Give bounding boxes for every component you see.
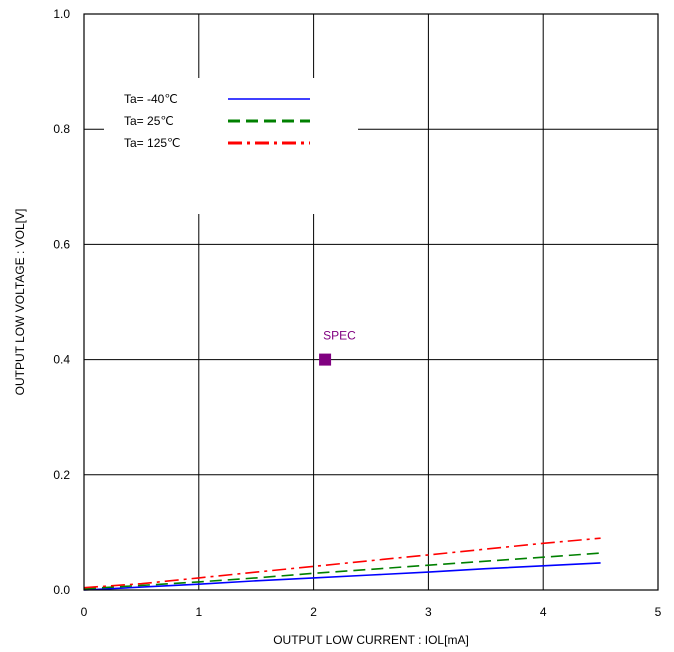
y-tick-labels: 0.0 0.2 0.4 0.6 0.8 1.0 — [53, 7, 70, 597]
y-tick-label: 0.0 — [53, 583, 70, 597]
legend-label-2: Ta= 125℃ — [124, 136, 181, 150]
x-tick-label: 0 — [81, 605, 88, 619]
legend-label-0: Ta= -40℃ — [124, 92, 178, 106]
legend-box — [104, 78, 358, 214]
legend: Ta= -40℃ Ta= 25℃ Ta= 125℃ — [104, 78, 358, 214]
spec-label: SPEC — [323, 329, 356, 343]
x-tick-label: 5 — [655, 605, 662, 619]
y-tick-label: 0.6 — [53, 237, 70, 251]
series-line-1 — [83, 552, 601, 590]
x-tick-label: 4 — [540, 605, 547, 619]
series-layer — [83, 537, 601, 591]
legend-label-1: Ta= 25℃ — [124, 114, 174, 128]
spec-marker — [319, 353, 332, 366]
x-tick-labels: 0 1 2 3 4 5 — [81, 605, 662, 619]
y-tick-label: 0.2 — [53, 468, 70, 482]
series-line-2 — [83, 537, 601, 589]
series-line-0 — [83, 562, 601, 591]
y-tick-label: 0.8 — [53, 122, 70, 136]
x-tick-label: 2 — [310, 605, 317, 619]
x-axis-label: OUTPUT LOW CURRENT : IOL[mA] — [273, 633, 469, 647]
plot-frame — [83, 13, 659, 591]
x-tick-label: 3 — [425, 605, 432, 619]
annotations: SPEC — [319, 329, 356, 366]
x-tick-label: 1 — [195, 605, 202, 619]
y-tick-label: 0.4 — [53, 353, 70, 367]
y-axis-label: OUTPUT LOW VOLTAGE : VOL[V] — [13, 209, 27, 396]
y-tick-label: 1.0 — [53, 7, 70, 21]
